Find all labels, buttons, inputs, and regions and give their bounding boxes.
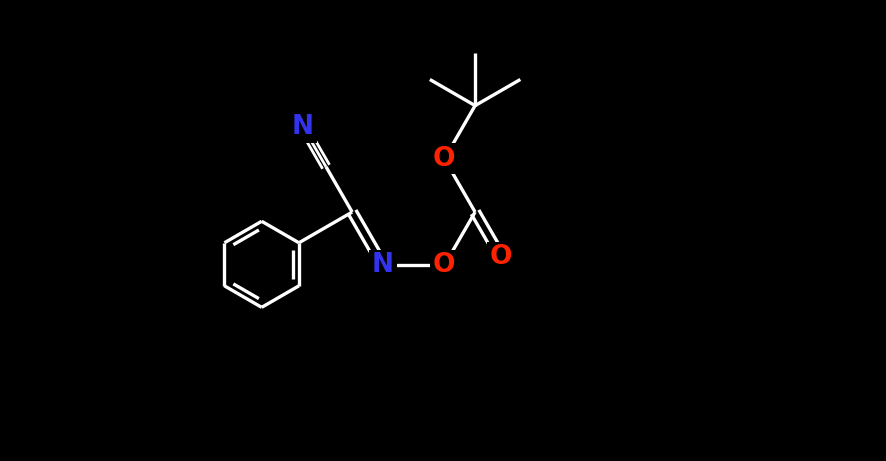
Text: O: O	[433, 146, 455, 172]
Text: N: N	[372, 252, 394, 278]
Text: N: N	[292, 114, 314, 140]
Text: O: O	[433, 252, 455, 278]
Text: O: O	[490, 244, 512, 270]
